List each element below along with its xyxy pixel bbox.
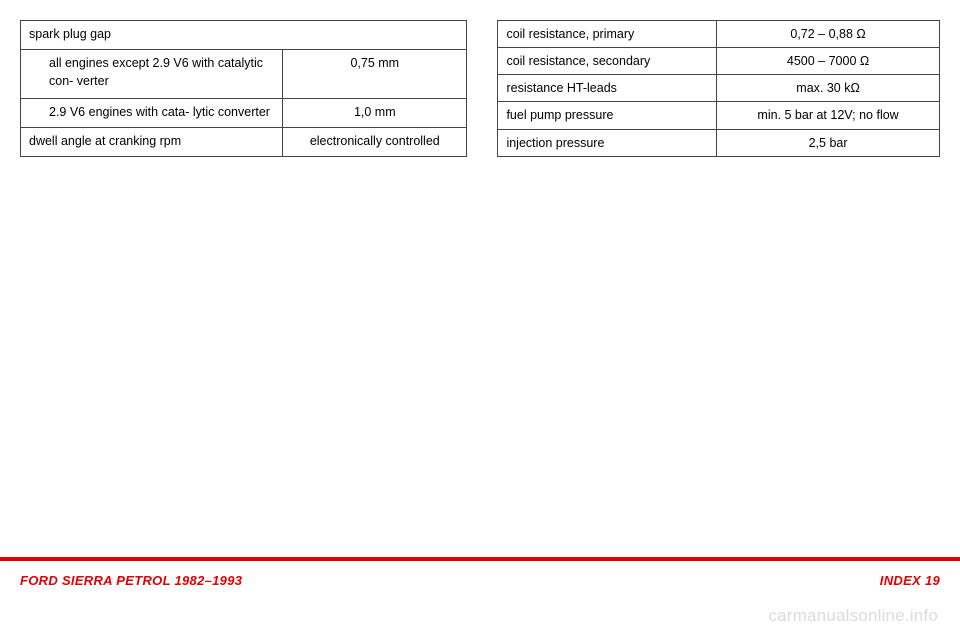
table-row: all engines except 2.9 V6 with catalytic… bbox=[21, 50, 467, 98]
row-label: all engines except 2.9 V6 with catalytic… bbox=[21, 50, 283, 98]
table-row: resistance HT-leads max. 30 kΩ bbox=[498, 75, 940, 102]
row-label: dwell angle at cranking rpm bbox=[21, 127, 283, 156]
row-label: resistance HT-leads bbox=[498, 75, 717, 102]
row-value: 0,75 mm bbox=[283, 50, 467, 98]
footer-left: FORD SIERRA PETROL 1982–1993 bbox=[20, 573, 242, 588]
spark-plug-gap-header: spark plug gap bbox=[21, 21, 467, 50]
table-row: injection pressure 2,5 bar bbox=[498, 129, 940, 156]
watermark: carmanualsonline.info bbox=[768, 606, 938, 626]
table-row: fuel pump pressure min. 5 bar at 12V; no… bbox=[498, 102, 940, 129]
label: spark plug gap bbox=[29, 27, 111, 41]
row-value: 4500 – 7000 Ω bbox=[717, 48, 940, 75]
table-row: dwell angle at cranking rpm electronical… bbox=[21, 127, 467, 156]
footer-right: INDEX 19 bbox=[880, 573, 940, 588]
table-row: coil resistance, primary 0,72 – 0,88 Ω bbox=[498, 21, 940, 48]
row-label: fuel pump pressure bbox=[498, 102, 717, 129]
table-row: 2.9 V6 engines with cata- lytic converte… bbox=[21, 98, 467, 127]
specs-table-left: spark plug gap all engines except 2.9 V6… bbox=[20, 20, 467, 157]
row-label: coil resistance, secondary bbox=[498, 48, 717, 75]
footer: FORD SIERRA PETROL 1982–1993 INDEX 19 bbox=[0, 573, 960, 588]
row-value: min. 5 bar at 12V; no flow bbox=[717, 102, 940, 129]
row-value: max. 30 kΩ bbox=[717, 75, 940, 102]
row-value: electronically controlled bbox=[283, 127, 467, 156]
row-value: 1,0 mm bbox=[283, 98, 467, 127]
row-label: injection pressure bbox=[498, 129, 717, 156]
footer-divider bbox=[0, 557, 960, 561]
row-label: coil resistance, primary bbox=[498, 21, 717, 48]
row-label: 2.9 V6 engines with cata- lytic converte… bbox=[21, 98, 283, 127]
row-value: 0,72 – 0,88 Ω bbox=[717, 21, 940, 48]
specs-table-right: coil resistance, primary 0,72 – 0,88 Ω c… bbox=[497, 20, 940, 157]
row-value: 2,5 bar bbox=[717, 129, 940, 156]
table-row: coil resistance, secondary 4500 – 7000 Ω bbox=[498, 48, 940, 75]
